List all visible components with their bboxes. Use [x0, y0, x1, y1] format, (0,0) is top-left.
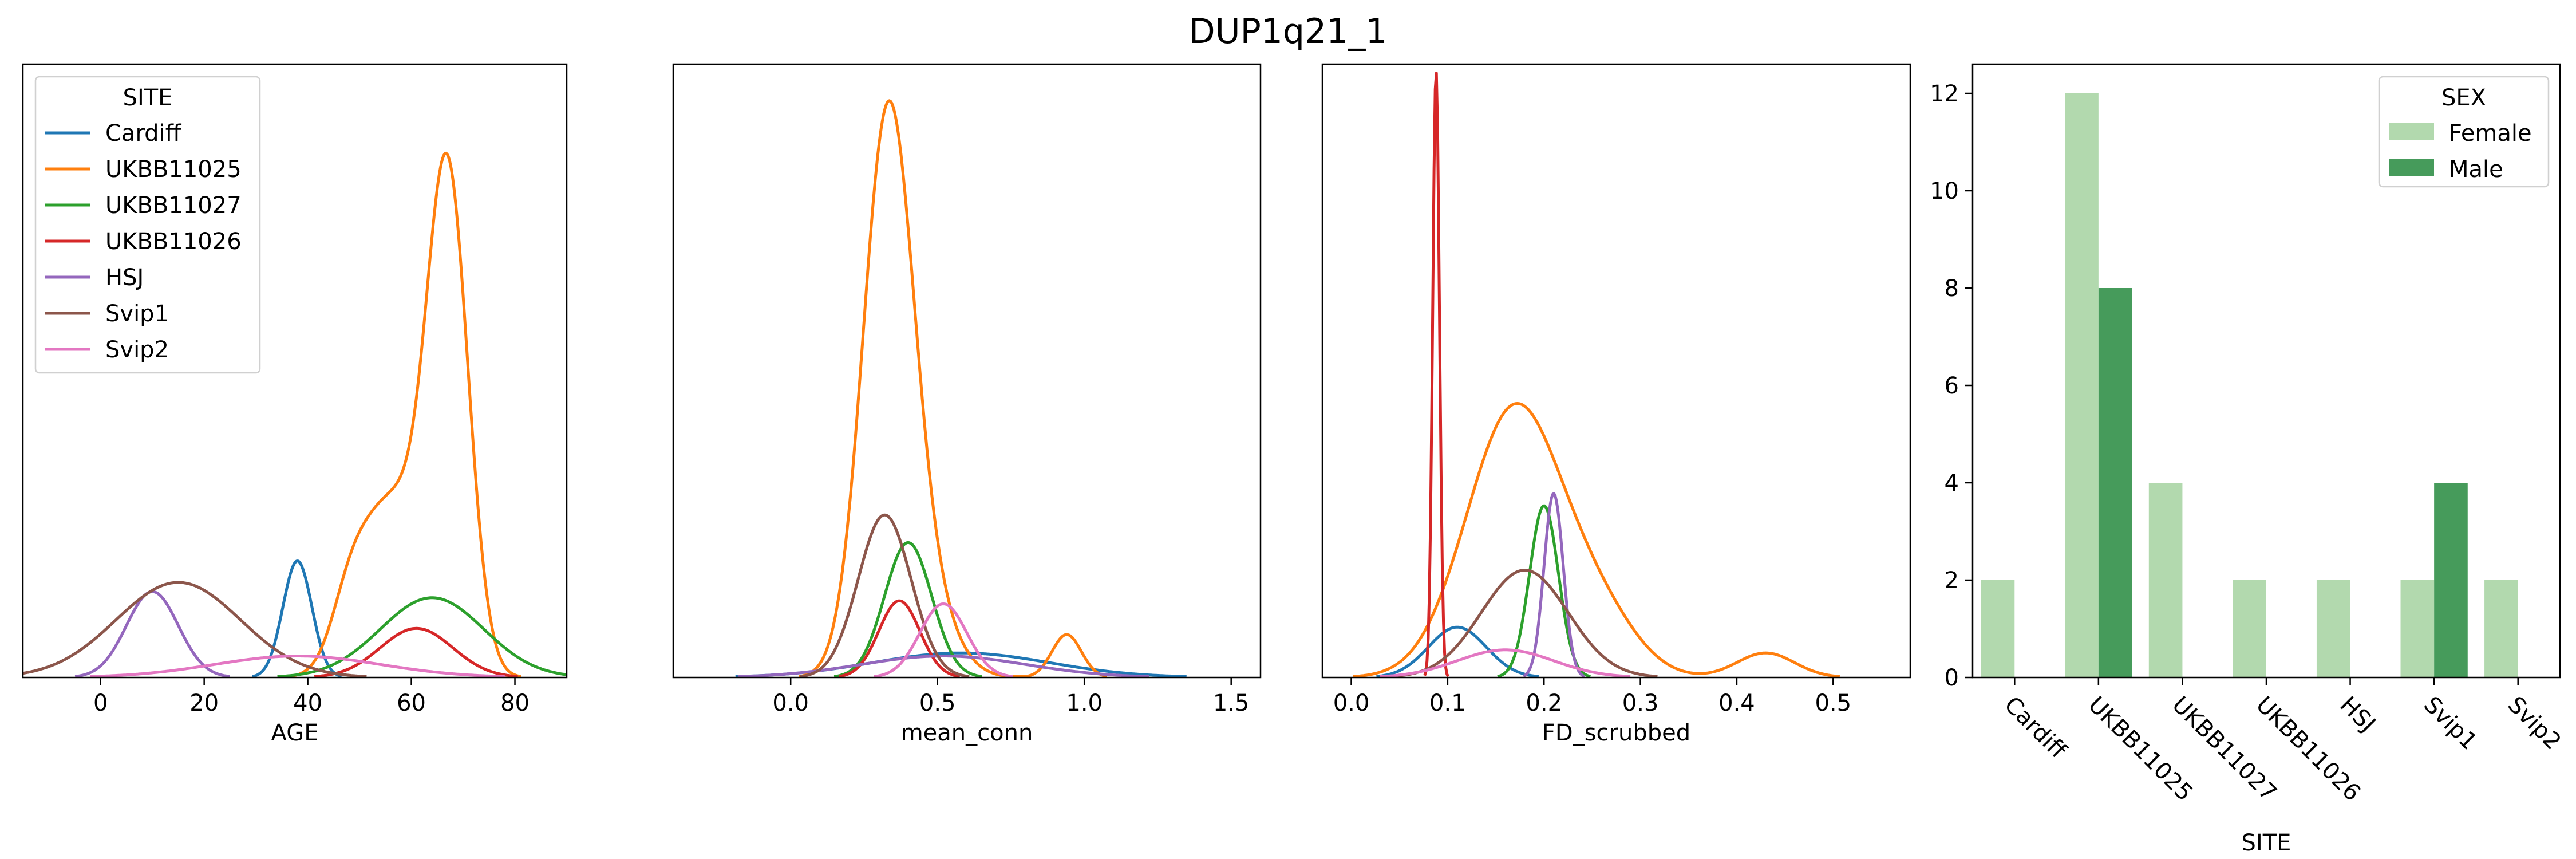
panel-3: 0.0 0.1 0.2 0.3 0.4 0.5 FD_scrubbed	[1321, 63, 1911, 746]
x-tick-label: 0.2	[1526, 690, 1562, 716]
y-tick-label: 6	[1945, 373, 1959, 399]
bar-female-ukbb11026	[2233, 580, 2266, 677]
kde-curve-hsj	[737, 655, 1149, 678]
kde-curve-ukbb11026	[1423, 72, 1450, 677]
legend-label-cardiff: Cardiff	[105, 120, 182, 147]
bar-female-svip1	[2400, 580, 2435, 677]
axes-frame	[1321, 63, 1911, 679]
panel-2: 0.0 0.5 1.0 1.5 mean_conn	[672, 63, 1262, 746]
x-tick-label: 0.0	[772, 690, 809, 716]
legend-label-svip1: Svip1	[105, 301, 169, 327]
x-tick-label: 1.5	[1213, 690, 1250, 716]
x-tick-label: 60	[397, 690, 426, 716]
kde-curve-ukbb11025	[288, 151, 521, 678]
x-axis-label: mean_conn	[901, 720, 1033, 746]
kde-curve-ukbb11026	[314, 626, 519, 678]
x-tick-label: Svip1	[2419, 692, 2482, 755]
legend: SITE Cardiff UKBB11025 UKBB11027 UKBB11026 HS…	[34, 76, 261, 374]
figure-title: DUP1q21_1	[1188, 11, 1387, 52]
x-tick-label: 0.5	[919, 690, 956, 716]
kde-curve-cardiff	[252, 559, 342, 678]
x-tick-label: 40	[293, 690, 322, 716]
legend-label-hsj: HSJ	[105, 265, 144, 291]
x-tick-label: Cardiff	[1999, 692, 2072, 765]
kde-curve-ukbb11027	[833, 541, 983, 678]
kde-curve-svip2	[874, 602, 1013, 678]
x-tick-label: 0.4	[1718, 690, 1755, 716]
x-axis-label: FD_scrubbed	[1542, 720, 1690, 746]
x-tick-label: 0.1	[1429, 690, 1466, 716]
x-tick-label: 0.3	[1622, 690, 1659, 716]
kde-curve-hsj	[74, 590, 230, 678]
x-tick-label: Svip2	[2503, 692, 2566, 755]
bar-female-ukbb11027	[2148, 483, 2183, 677]
kde-curve-hsj	[1523, 492, 1586, 678]
x-tick-label: 0.5	[1815, 690, 1851, 716]
legend-label-svip2: Svip2	[105, 337, 169, 363]
kde-curve-svip1	[22, 581, 367, 678]
axes-frame	[22, 63, 568, 679]
x-tick-label: HSJ	[2335, 692, 2381, 738]
legend-title: SITE	[123, 85, 173, 111]
kde-curve-svip2	[1380, 648, 1631, 678]
legend-box	[34, 76, 261, 374]
legend-label-male: Male	[2449, 156, 2503, 183]
legend-swatch-female	[2389, 123, 2434, 140]
x-tick-label: 20	[189, 690, 219, 716]
legend-label-ukbb11025: UKBB11025	[105, 156, 242, 183]
y-tick-label: 0	[1945, 665, 1959, 691]
kde-curve-svip1	[800, 513, 970, 678]
bar-female-hsj	[2316, 580, 2350, 677]
axes-frame	[1971, 63, 2561, 679]
legend-swatch-male	[2389, 159, 2434, 176]
x-axis-label: AGE	[271, 720, 319, 746]
x-axis-label: SITE	[2242, 830, 2291, 856]
y-tick-label: 10	[1930, 178, 1959, 204]
bar-male-svip1	[2434, 483, 2468, 677]
bar-male-ukbb11025	[2098, 288, 2132, 677]
y-tick-label: 12	[1930, 81, 1959, 107]
x-tick-label: 1.0	[1066, 690, 1103, 716]
kde-curve-ukbb11025	[799, 99, 1107, 678]
bar-female-ukbb11025	[2065, 93, 2099, 677]
legend-label-ukbb11027: UKBB11027	[105, 192, 242, 219]
bar-female-svip2	[2484, 580, 2518, 677]
kde-curve-cardiff	[1376, 625, 1539, 678]
x-tick-label: 0	[93, 690, 108, 716]
x-tick-label: 0.0	[1333, 690, 1370, 716]
kde-curve-svip1	[1391, 569, 1658, 678]
kde-curve-ukbb11026	[838, 599, 961, 678]
y-tick-label: 4	[1945, 470, 1959, 497]
panel-1: 0 20 40 60 80 AGE SITE Cardiff UKBB11025 UKBB1102…	[22, 63, 568, 746]
kde-curve-ukbb11027	[277, 596, 567, 678]
legend-label-female: Female	[2449, 120, 2532, 147]
legend: SEX Female Male	[2378, 76, 2550, 188]
bar-female-cardiff	[1981, 580, 2015, 677]
kde-curve-ukbb11025	[1353, 402, 1840, 678]
x-tick-label: 80	[500, 690, 530, 716]
legend-title: SEX	[2441, 85, 2486, 111]
y-tick-label: 8	[1945, 275, 1959, 302]
axes-frame	[672, 63, 1262, 679]
y-tick-label: 2	[1945, 568, 1959, 594]
kde-curve-svip2	[90, 655, 505, 678]
legend-label-ukbb11026: UKBB11026	[105, 228, 242, 255]
